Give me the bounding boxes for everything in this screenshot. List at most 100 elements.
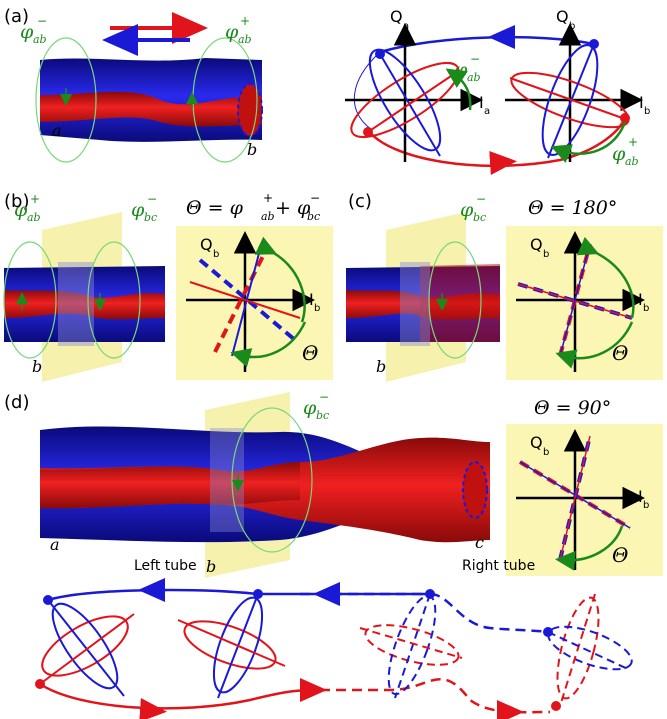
- svg-text:b: b: [643, 500, 649, 511]
- svg-text:I: I: [309, 290, 314, 309]
- tube-end-b: b: [247, 140, 257, 159]
- axis-q-a: Q a: [390, 7, 409, 32]
- svg-text:b: b: [569, 21, 575, 32]
- svg-text:b: b: [643, 303, 649, 314]
- svg-text:+: +: [628, 135, 638, 149]
- svg-text:φ: φ: [20, 21, 34, 43]
- svg-text:b: b: [213, 249, 219, 260]
- phase-ab-plus-iq: φ ab +: [612, 135, 639, 168]
- axis-q-c: Q b: [530, 235, 549, 260]
- svg-text:b: b: [543, 249, 549, 260]
- axis-i-c: I b: [638, 290, 649, 314]
- svg-text:+: +: [263, 191, 273, 205]
- theta-b: Θ: [302, 341, 318, 365]
- svg-text:Q: Q: [200, 235, 213, 254]
- tube-end-b-d: b: [206, 557, 216, 576]
- phase-bc-minus-b: φ bc −: [131, 192, 157, 224]
- tube-d: [40, 392, 490, 578]
- equation-d: Θ = 90°: [534, 397, 611, 419]
- svg-text:ab: ab: [467, 71, 481, 84]
- phase-ab-plus: φ ab +: [225, 14, 252, 46]
- svg-text:I: I: [638, 290, 643, 309]
- svg-text:bc: bc: [316, 409, 329, 422]
- svg-text:−: −: [476, 192, 486, 206]
- svg-text:Q: Q: [556, 7, 569, 26]
- svg-text:−: −: [37, 14, 47, 28]
- svg-text:bc: bc: [144, 211, 157, 224]
- svg-text:+ φ: + φ: [275, 197, 311, 219]
- axis-i-b: I b: [639, 93, 650, 117]
- svg-text:b: b: [644, 106, 650, 117]
- panel-a-label: (a): [4, 6, 29, 27]
- axis-q-b: Q b: [556, 7, 575, 32]
- svg-text:−: −: [310, 191, 320, 205]
- panel-b: (b) b φ ab + φ bc − Θ = φ ab + + φ: [3, 191, 333, 382]
- theta-d: Θ: [612, 543, 628, 567]
- left-tube-label: Left tube: [134, 558, 197, 574]
- svg-text:I: I: [479, 93, 484, 112]
- panel-c: (c) b φ bc − Θ = 180°: [346, 191, 663, 382]
- svg-text:ab: ab: [27, 211, 41, 224]
- panel-d: (d) a b c φ bc − Θ = 90°: [4, 390, 663, 719]
- svg-text:b: b: [314, 303, 320, 314]
- iq-diagram-a: [345, 23, 643, 175]
- svg-text:a: a: [484, 106, 490, 117]
- equation-b: Θ = φ ab + + φ bc −: [186, 191, 320, 223]
- svg-text:φ: φ: [454, 59, 468, 81]
- tube-b: [3, 212, 165, 382]
- svg-text:I: I: [639, 93, 644, 112]
- tube-c: [346, 212, 500, 382]
- panel-b-label: (b): [4, 191, 29, 212]
- svg-text:φ: φ: [14, 199, 28, 221]
- bottom-chain: [35, 578, 633, 719]
- svg-text:+: +: [30, 192, 40, 206]
- phase-bc-minus-c: φ bc −: [460, 192, 486, 224]
- tube-end-b-b: b: [32, 357, 42, 376]
- svg-text:φ: φ: [131, 199, 145, 221]
- axis-i-b-panel: I b: [309, 290, 320, 314]
- svg-text:−: −: [319, 390, 329, 404]
- svg-text:φ: φ: [303, 397, 317, 419]
- phase-ab-plus-b: φ ab +: [14, 192, 41, 224]
- equation-c: Θ = 180°: [528, 197, 617, 219]
- iq-diagram-d: [506, 424, 663, 576]
- svg-text:bc: bc: [473, 211, 486, 224]
- tube-end-a: a: [52, 121, 62, 140]
- tube-end-b-c: b: [376, 357, 386, 376]
- svg-text:φ: φ: [225, 21, 239, 43]
- svg-text:−: −: [147, 192, 157, 206]
- svg-text:φ: φ: [612, 143, 626, 165]
- phase-ab-minus: φ ab −: [20, 14, 47, 46]
- axis-i-d: I b: [638, 487, 649, 511]
- right-tube-label: Right tube: [462, 558, 535, 574]
- svg-text:Q: Q: [530, 433, 543, 452]
- svg-text:I: I: [638, 487, 643, 506]
- axis-q-d: Q b: [530, 433, 549, 458]
- svg-text:Q: Q: [390, 7, 403, 26]
- svg-text:Θ = φ: Θ = φ: [186, 197, 244, 219]
- svg-text:−: −: [470, 52, 480, 66]
- svg-text:ab: ab: [261, 210, 275, 223]
- phase-bc-minus-d: φ bc −: [303, 390, 329, 422]
- iq-diagram-b: [176, 226, 333, 380]
- svg-text:ab: ab: [33, 33, 47, 46]
- tube-end-c-d: c: [475, 533, 484, 552]
- svg-text:b: b: [543, 447, 549, 458]
- svg-text:bc: bc: [307, 210, 320, 223]
- axis-q-b-panel: Q b: [200, 235, 219, 260]
- axis-i-a: I a: [479, 93, 490, 117]
- svg-text:a: a: [403, 21, 409, 32]
- svg-text:φ: φ: [460, 199, 474, 221]
- tube-end-a-d: a: [50, 535, 60, 554]
- svg-text:Q: Q: [530, 235, 543, 254]
- tube-a: [35, 37, 263, 163]
- iq-diagram-c: [506, 226, 663, 380]
- svg-text:+: +: [240, 14, 250, 28]
- theta-c: Θ: [612, 341, 628, 365]
- svg-text:ab: ab: [625, 155, 639, 168]
- svg-text:ab: ab: [238, 33, 252, 46]
- phase-ab-minus-iq: φ ab −: [454, 52, 481, 84]
- panel-d-label: (d): [4, 392, 29, 413]
- panel-c-label: (c): [348, 191, 372, 212]
